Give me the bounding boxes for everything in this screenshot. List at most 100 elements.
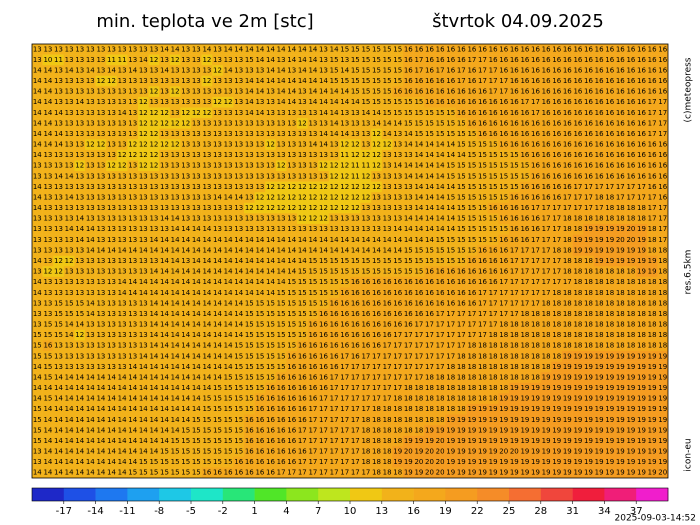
temp-value: 17 [414, 56, 423, 64]
temp-cell [519, 382, 531, 394]
temp-cell [212, 298, 224, 309]
temp-cell [307, 393, 319, 405]
temp-value: 14 [160, 342, 169, 350]
temp-cell [222, 276, 234, 288]
temp-cell [625, 361, 637, 373]
temp-value: 17 [520, 257, 529, 265]
temp-cell [328, 425, 340, 436]
temp-cell [191, 213, 202, 225]
temp-value: 14 [351, 246, 360, 254]
temp-cell [392, 44, 404, 55]
temp-value: 16 [605, 45, 614, 53]
temp-value: 19 [573, 236, 582, 244]
temp-value: 14 [139, 363, 148, 371]
temp-value: 14 [86, 405, 95, 413]
temp-cell [540, 181, 552, 193]
temp-value: 16 [552, 119, 561, 127]
temp-value: 15 [414, 109, 423, 117]
temp-cell [244, 54, 255, 66]
temp-value: 16 [563, 98, 572, 106]
temp-value: 13 [308, 225, 317, 233]
temp-cell [593, 255, 605, 267]
temp-cell [85, 319, 96, 331]
temp-cell [254, 361, 266, 373]
temp-cell [572, 414, 584, 426]
temp-value: 16 [520, 141, 529, 149]
temp-cell [509, 96, 520, 108]
temp-cell [551, 361, 563, 373]
temp-value: 15 [213, 405, 222, 413]
temp-value: 15 [54, 299, 63, 307]
temp-cell [477, 96, 489, 108]
temp-cell [297, 414, 308, 426]
temp-value: 14 [86, 310, 95, 318]
temp-cell [339, 298, 351, 309]
temp-value: 16 [584, 77, 593, 85]
temp-cell [307, 414, 319, 426]
temp-cell [85, 213, 96, 225]
temp-cell [85, 86, 96, 98]
temp-value: 14 [213, 278, 222, 286]
temp-cell [509, 425, 520, 436]
temp-value: 15 [33, 405, 42, 413]
temp-value: 19 [626, 405, 635, 413]
temp-cell [148, 298, 160, 309]
temp-value: 15 [171, 448, 180, 456]
temp-cell [191, 139, 202, 151]
temp-cell [477, 329, 489, 341]
temp-cell [53, 192, 65, 204]
temp-cell [106, 96, 118, 108]
temp-value: 17 [552, 257, 561, 265]
temp-cell [615, 276, 626, 288]
temp-value: 16 [616, 98, 625, 106]
temp-cell [74, 456, 86, 468]
temp-cell [657, 467, 668, 478]
temp-value: 14 [351, 236, 360, 244]
temp-value: 15 [457, 225, 466, 233]
temp-cell [445, 202, 457, 214]
temp-cell [615, 75, 626, 87]
temp-value: 14 [213, 289, 222, 297]
temp-value: 15 [202, 395, 211, 403]
temp-cell [403, 245, 414, 257]
temp-cell [297, 456, 308, 468]
temp-cell [540, 414, 552, 426]
temp-cell [286, 361, 298, 373]
temp-value: 14 [160, 331, 169, 339]
temp-cell [657, 107, 668, 119]
temp-value: 16 [43, 342, 52, 350]
temp-value: 16 [542, 45, 551, 53]
temp-value: 16 [436, 299, 445, 307]
temp-cell [339, 128, 351, 140]
temp-cell [286, 287, 298, 299]
temp-cell [74, 435, 86, 447]
temp-value: 16 [605, 77, 614, 85]
temp-value: 14 [213, 246, 222, 254]
temp-cell [371, 118, 383, 129]
temp-value: 13 [308, 151, 317, 159]
temp-value: 13 [245, 130, 254, 138]
temp-value: 15 [404, 109, 413, 117]
temp-cell [392, 75, 404, 87]
temp-cell [540, 128, 552, 140]
temp-value: 19 [542, 395, 551, 403]
temp-cell [615, 44, 626, 55]
temp-value: 14 [298, 236, 307, 244]
temp-value: 13 [54, 352, 63, 360]
temp-cell [615, 298, 626, 309]
temp-value: 15 [224, 373, 233, 381]
temp-value: 16 [584, 98, 593, 106]
temp-cell [127, 287, 139, 299]
temp-cell [403, 202, 414, 214]
temp-value: 13 [224, 109, 233, 117]
temp-cell [636, 128, 648, 140]
temp-value: 12 [351, 151, 360, 159]
temp-value: 14 [255, 45, 264, 53]
temp-cell [328, 435, 340, 447]
temp-cell [244, 96, 255, 108]
temp-value: 16 [351, 321, 360, 329]
temp-cell [625, 467, 637, 478]
temp-value: 15 [139, 469, 148, 477]
temp-value: 13 [192, 98, 201, 106]
temp-value: 15 [446, 109, 455, 117]
